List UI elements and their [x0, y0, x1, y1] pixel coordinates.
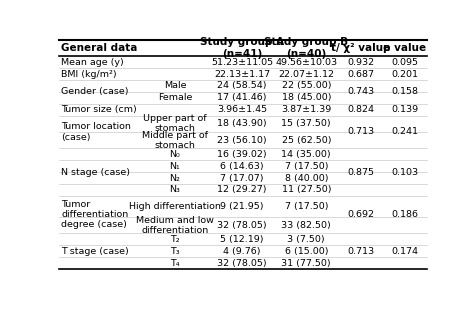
Text: 0.713: 0.713 [347, 127, 374, 136]
Text: t/ χ² value: t/ χ² value [331, 43, 390, 53]
Text: N₁: N₁ [170, 162, 180, 171]
Text: T₄: T₄ [170, 259, 180, 268]
Text: T₃: T₃ [170, 247, 180, 256]
Text: 3.87±1.39: 3.87±1.39 [281, 105, 331, 114]
Text: 15 (37.50): 15 (37.50) [282, 119, 331, 128]
Text: Study group B
(n=40): Study group B (n=40) [264, 37, 348, 59]
Text: 3 (7.50): 3 (7.50) [287, 235, 325, 244]
Text: N₃: N₃ [170, 185, 181, 194]
Text: 18 (43.90): 18 (43.90) [217, 119, 267, 128]
Text: T₂: T₂ [170, 235, 180, 244]
Text: 8 (40.00): 8 (40.00) [284, 173, 328, 182]
Text: 11 (27.50): 11 (27.50) [282, 185, 331, 194]
Text: 0.743: 0.743 [347, 87, 374, 96]
Text: 7 (17.50): 7 (17.50) [284, 202, 328, 211]
Text: 0.158: 0.158 [391, 87, 418, 96]
Text: 6 (14.63): 6 (14.63) [220, 162, 264, 171]
Text: Tumor location
(case): Tumor location (case) [61, 122, 131, 142]
Text: 0.201: 0.201 [391, 70, 418, 79]
Text: 16 (39.02): 16 (39.02) [217, 150, 267, 159]
Text: 0.692: 0.692 [347, 210, 374, 219]
Text: 31 (77.50): 31 (77.50) [282, 259, 331, 268]
Text: 12 (29.27): 12 (29.27) [217, 185, 267, 194]
Text: 23 (56.10): 23 (56.10) [217, 136, 267, 145]
Text: 14 (35.00): 14 (35.00) [282, 150, 331, 159]
Text: 0.139: 0.139 [391, 105, 418, 114]
Text: 7 (17.07): 7 (17.07) [220, 173, 264, 182]
Text: 0.824: 0.824 [347, 105, 374, 114]
Text: Female: Female [158, 93, 192, 102]
Text: Male: Male [164, 81, 186, 90]
Text: 9 (21.95): 9 (21.95) [220, 202, 264, 211]
Text: 49.56±10.03: 49.56±10.03 [275, 58, 337, 67]
Text: Middle part of
stomach: Middle part of stomach [142, 131, 208, 150]
Text: 3.96±1.45: 3.96±1.45 [217, 105, 267, 114]
Text: 0.875: 0.875 [347, 167, 374, 177]
Text: 0.186: 0.186 [391, 210, 418, 219]
Text: Upper part of
stomach: Upper part of stomach [143, 114, 207, 133]
Text: 0.713: 0.713 [347, 247, 374, 256]
Text: 33 (82.50): 33 (82.50) [282, 221, 331, 230]
Text: 4 (9.76): 4 (9.76) [223, 247, 261, 256]
Text: Gender (case): Gender (case) [61, 87, 128, 96]
Text: 32 (78.05): 32 (78.05) [217, 259, 267, 268]
Text: 0.095: 0.095 [391, 58, 418, 67]
Text: N stage (case): N stage (case) [61, 167, 130, 177]
Text: Study group A
(n=41): Study group A (n=41) [200, 37, 284, 59]
Text: 18 (45.00): 18 (45.00) [282, 93, 331, 102]
Text: 32 (78.05): 32 (78.05) [217, 221, 267, 230]
Text: N₀: N₀ [170, 150, 180, 159]
Text: 25 (62.50): 25 (62.50) [282, 136, 331, 145]
Text: Tumor size (cm): Tumor size (cm) [61, 105, 137, 114]
Text: 22 (55.00): 22 (55.00) [282, 81, 331, 90]
Text: Mean age (y): Mean age (y) [61, 58, 124, 67]
Text: 0.687: 0.687 [347, 70, 374, 79]
Text: Medium and low
differentiation: Medium and low differentiation [136, 216, 214, 235]
Text: T stage (case): T stage (case) [61, 247, 129, 256]
Text: 0.103: 0.103 [391, 167, 418, 177]
Text: General data: General data [61, 43, 137, 53]
Text: 6 (15.00): 6 (15.00) [284, 247, 328, 256]
Text: Tumor
differentiation
degree (case): Tumor differentiation degree (case) [61, 200, 128, 229]
Text: 0.241: 0.241 [391, 127, 418, 136]
Text: 24 (58.54): 24 (58.54) [217, 81, 267, 90]
Text: p value: p value [383, 43, 426, 53]
Text: 51.23±11.05: 51.23±11.05 [211, 58, 273, 67]
Text: N₂: N₂ [170, 173, 181, 182]
Text: High differentiation: High differentiation [129, 202, 221, 211]
Text: 5 (12.19): 5 (12.19) [220, 235, 264, 244]
Text: 22.13±1.17: 22.13±1.17 [214, 70, 270, 79]
Text: 17 (41.46): 17 (41.46) [217, 93, 267, 102]
Text: BMI (kg/m²): BMI (kg/m²) [61, 70, 117, 79]
Text: 0.174: 0.174 [391, 247, 418, 256]
Text: 7 (17.50): 7 (17.50) [284, 162, 328, 171]
Text: 22.07±1.12: 22.07±1.12 [278, 70, 334, 79]
Text: 0.932: 0.932 [347, 58, 374, 67]
